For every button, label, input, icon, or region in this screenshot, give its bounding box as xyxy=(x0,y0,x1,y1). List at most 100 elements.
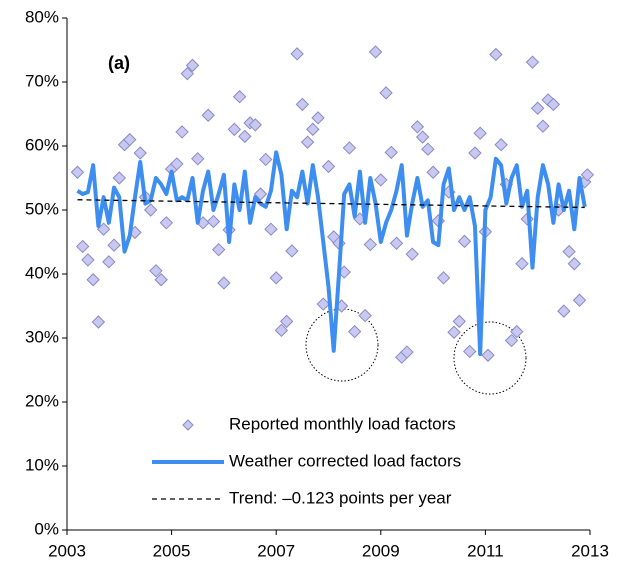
data-point xyxy=(300,135,315,149)
data-point xyxy=(457,234,472,249)
data-point xyxy=(295,97,310,112)
data-point xyxy=(504,333,519,348)
data-point xyxy=(567,257,582,271)
legend-marker xyxy=(182,419,194,431)
annotation: (a) xyxy=(108,53,130,73)
data-point xyxy=(154,273,168,287)
data-point xyxy=(580,168,595,182)
data-point xyxy=(107,238,121,252)
y-tick-label: 60% xyxy=(25,135,59,154)
data-point xyxy=(389,236,404,250)
data-point xyxy=(557,304,571,318)
trend-line xyxy=(77,199,585,209)
legend-label: Weather corrected load factors xyxy=(229,451,461,470)
x-tick-label: 2011 xyxy=(467,541,504,560)
data-point xyxy=(248,118,262,132)
y-tick-label: 10% xyxy=(25,455,59,474)
data-point xyxy=(562,244,576,259)
data-point xyxy=(321,159,336,174)
legend-label: Trend: –0.123 points per year xyxy=(229,488,452,507)
data-point xyxy=(206,214,221,229)
data-point xyxy=(536,119,550,133)
highlight-circle xyxy=(453,321,527,395)
x-tick-label: 2003 xyxy=(48,541,86,560)
data-point xyxy=(306,122,320,137)
data-point xyxy=(269,271,283,285)
data-point xyxy=(342,141,357,155)
data-point xyxy=(405,247,419,261)
data-point xyxy=(494,138,508,152)
x-tick-label: 2005 xyxy=(153,541,191,560)
data-point xyxy=(358,308,372,323)
data-point xyxy=(363,237,378,252)
data-point xyxy=(217,276,231,290)
data-point xyxy=(149,264,163,278)
data-point xyxy=(91,315,106,329)
data-point xyxy=(185,58,200,73)
data-point xyxy=(159,216,174,230)
data-point xyxy=(515,257,529,271)
data-point xyxy=(374,173,388,187)
data-point xyxy=(530,101,545,115)
data-point xyxy=(227,122,242,137)
data-point xyxy=(452,314,466,329)
legend-label: Reported monthly load factors xyxy=(229,414,456,433)
y-tick-label: 20% xyxy=(25,391,59,410)
data-point xyxy=(211,242,226,257)
data-point xyxy=(102,255,116,269)
data-point xyxy=(133,146,147,160)
data-point xyxy=(238,129,252,144)
x-tick-label: 2013 xyxy=(571,541,609,560)
data-point xyxy=(368,45,383,59)
data-point xyxy=(123,132,137,147)
data-point xyxy=(75,239,90,254)
data-point xyxy=(447,325,461,339)
data-point xyxy=(481,348,495,362)
data-point xyxy=(274,323,289,338)
data-point xyxy=(180,66,194,81)
data-point xyxy=(510,324,524,339)
data-point xyxy=(259,152,273,167)
y-tick-label: 70% xyxy=(25,71,59,90)
data-point xyxy=(264,222,278,236)
data-point xyxy=(191,152,205,166)
x-tick-label: 2007 xyxy=(257,541,295,560)
y-tick-label: 0% xyxy=(34,519,59,538)
data-point xyxy=(400,345,414,359)
data-point xyxy=(86,273,100,287)
data-point xyxy=(410,120,425,134)
data-point xyxy=(421,142,435,156)
data-point xyxy=(112,171,127,185)
data-point xyxy=(70,165,85,179)
data-point xyxy=(489,47,503,62)
data-point xyxy=(201,108,215,122)
data-point xyxy=(379,86,393,100)
data-point xyxy=(384,145,398,160)
data-point xyxy=(473,126,487,140)
data-point xyxy=(170,157,184,171)
data-point xyxy=(290,47,304,61)
data-line xyxy=(76,150,587,356)
data-point xyxy=(436,271,451,285)
data-point xyxy=(232,90,247,104)
y-tick-label: 40% xyxy=(25,263,59,282)
data-point xyxy=(468,146,482,160)
data-point xyxy=(525,55,540,69)
y-tick-label: 80% xyxy=(25,7,59,26)
data-point xyxy=(546,97,561,112)
data-point xyxy=(285,244,299,258)
data-point xyxy=(426,165,440,179)
data-point xyxy=(175,125,189,139)
data-point xyxy=(143,203,158,217)
data-point xyxy=(415,130,430,144)
data-point xyxy=(347,324,362,339)
data-point xyxy=(279,314,294,329)
data-point xyxy=(572,293,587,307)
data-point xyxy=(316,297,330,311)
y-tick-label: 30% xyxy=(25,327,59,346)
data-point xyxy=(463,344,477,359)
x-tick-label: 2009 xyxy=(362,541,400,560)
data-point xyxy=(311,111,325,125)
